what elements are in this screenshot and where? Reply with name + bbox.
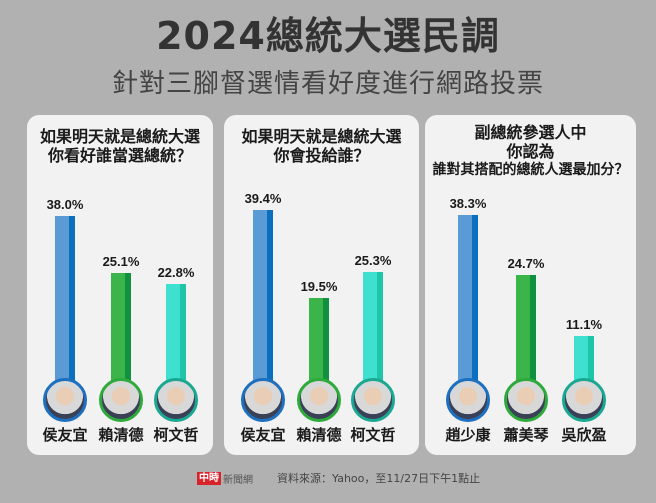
value-label: 25.3% (354, 253, 392, 268)
bar-shade (125, 273, 131, 385)
candidate-photo (43, 378, 87, 422)
page-title: 2024總統大選民調 (156, 14, 500, 58)
panel-title-line: 如果明天就是總統大選 (39, 127, 200, 146)
candidate-name: 柯文哲 (153, 426, 199, 444)
bar-shade (377, 272, 383, 385)
value-label: 11.1% (565, 317, 603, 332)
bar-shade (323, 298, 329, 385)
candidate-name: 賴清德 (296, 426, 342, 444)
chart-panel-2: 如果明天就是總統大選 你會投給誰？ 39.4% 侯友宜 19.5% 賴清德 25.3% 柯文哲 (224, 115, 419, 455)
candidate-photo (99, 378, 143, 422)
candidate-photo (562, 378, 606, 422)
panel-title-line: 你會投給誰？ (273, 146, 370, 165)
value-label: 39.4% (244, 191, 282, 206)
bar-shade (180, 284, 186, 385)
panel-title-line: 副總統參選人中 (474, 123, 587, 142)
candidate-photo (297, 378, 341, 422)
bar-shade (588, 336, 594, 385)
bar-shade (69, 216, 75, 385)
panel-title: 如果明天就是總統大選 你看好誰當選總統？ (27, 127, 213, 165)
bar (309, 298, 329, 385)
bar (363, 272, 383, 385)
candidate-name: 侯友宜 (240, 426, 286, 444)
value-label: 38.0% (46, 197, 84, 212)
panel-title-line: 你認為 (506, 142, 555, 161)
candidate-name: 柯文哲 (350, 426, 396, 444)
panel-title-line: 如果明天就是總統大選 (241, 127, 402, 146)
value-label: 22.8% (157, 265, 195, 280)
bar-shade (472, 215, 478, 385)
candidate-photo (504, 378, 548, 422)
bar (111, 273, 131, 385)
candidate-name: 吳欣盈 (561, 426, 607, 444)
logo-text: 新聞網 (223, 475, 253, 486)
candidate-photo (351, 378, 395, 422)
value-label: 25.1% (102, 254, 140, 269)
value-label: 24.7% (507, 256, 545, 271)
bar (516, 275, 536, 385)
page-subtitle: 針對三腳督選情看好度進行網路投票 (111, 69, 544, 99)
candidate-photo (446, 378, 490, 422)
data-source: 資料來源：Yahoo，至11/27日下午1點止 (277, 472, 481, 485)
bar (574, 336, 594, 385)
bar (458, 215, 478, 385)
panel-title: 副總統參選人中 你認為 誰對其搭配的總統人選最加分？ (425, 123, 636, 180)
bar (55, 216, 75, 385)
value-label: 19.5% (300, 279, 338, 294)
candidate-name: 賴清德 (98, 426, 144, 444)
candidate-photo (241, 378, 285, 422)
bar (166, 284, 186, 385)
chart-panel-3: 副總統參選人中 你認為 誰對其搭配的總統人選最加分？ 38.3% 趙少康 24.7% 蕭美琴… (425, 115, 636, 455)
candidate-name: 侯友宜 (42, 426, 88, 444)
value-label: 38.3% (449, 196, 487, 211)
candidate-photo (154, 378, 198, 422)
candidate-name: 趙少康 (445, 426, 491, 444)
candidate-name: 蕭美琴 (503, 426, 549, 444)
panel-title-line: 你看好誰當選總統？ (47, 146, 192, 165)
panel-title-line: 誰對其搭配的總統人選最加分？ (432, 162, 629, 178)
chart-panel-1: 如果明天就是總統大選 你看好誰當選總統？ 38.0% 侯友宜 25.1% 賴清德 22.8%… (27, 115, 213, 455)
bar-shade (530, 275, 536, 385)
panel-title: 如果明天就是總統大選 你會投給誰？ (224, 127, 419, 165)
bar-shade (267, 210, 273, 385)
bar (253, 210, 273, 385)
chinatimes-logo: 中時 新聞網 (197, 471, 253, 486)
logo-badge: 中時 (197, 472, 221, 485)
